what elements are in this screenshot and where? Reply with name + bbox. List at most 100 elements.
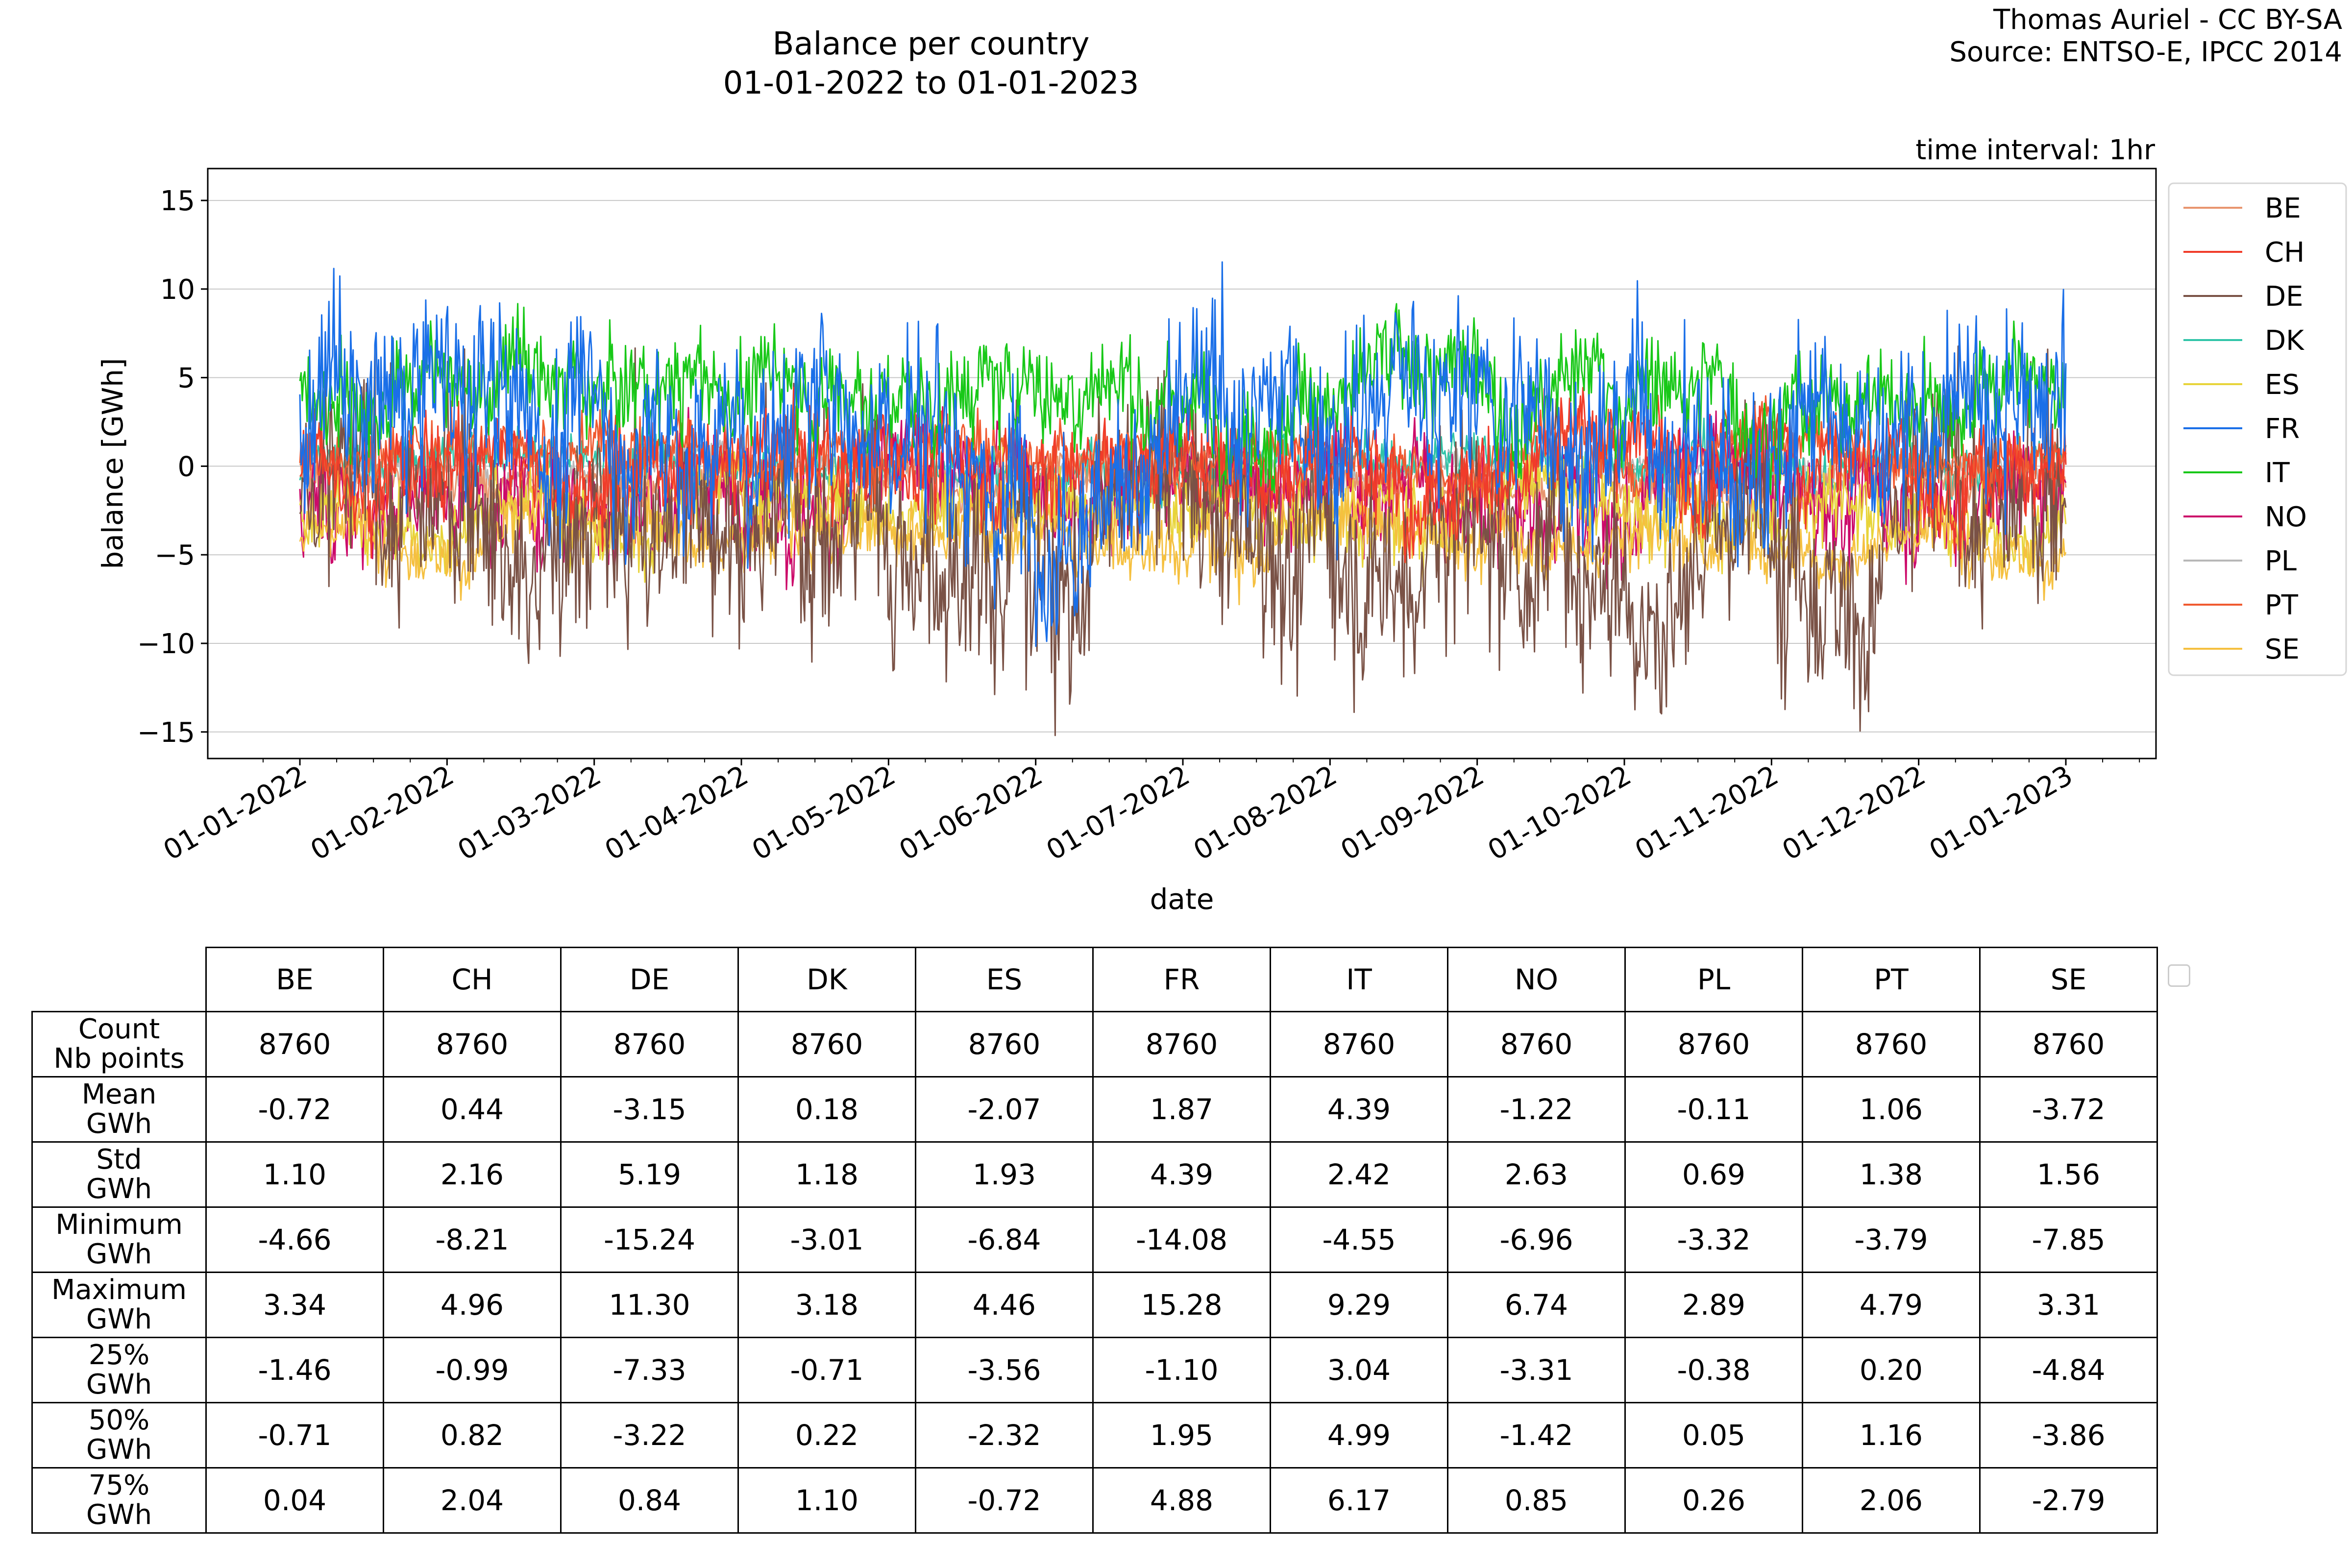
x-tick-label: 01-04-2022 (600, 760, 754, 867)
table-cell: 2.63 (1447, 1141, 1626, 1208)
table-row: 75% GWh 0.04 2.04 0.84 1.10 -0.72 4.88 6.17 0.85 0… (31, 1467, 2158, 1534)
table-cell: -0.71 (737, 1337, 916, 1403)
row-header-label: Minimum (55, 1209, 183, 1241)
table-row: Std GWh 1.10 2.16 5.19 1.18 1.93 4.39 2.42 2.63 0.… (31, 1141, 2158, 1208)
col-header: DK (737, 947, 916, 1012)
table-cell: 0.44 (383, 1076, 562, 1143)
table-cell: -0.71 (205, 1402, 384, 1469)
table-cell: -2.32 (915, 1402, 1094, 1469)
x-tick-label: 01-06-2022 (894, 760, 1048, 867)
table-cell: -4.84 (1979, 1337, 2158, 1403)
table-cell: 2.06 (1802, 1467, 1981, 1534)
row-header: 50% GWh (31, 1402, 207, 1469)
table-cell: -2.07 (915, 1076, 1094, 1143)
x-tick-label: 01-10-2022 (1483, 760, 1637, 867)
table-cell: 3.31 (1979, 1272, 2158, 1338)
table-cell: -1.46 (205, 1337, 384, 1403)
row-header-unit: GWh (86, 1434, 152, 1466)
legend-label: NO (2265, 501, 2307, 533)
col-header: BE (205, 947, 384, 1012)
table-cell: 0.05 (1624, 1402, 1803, 1469)
table-cell: 8760 (1092, 1011, 1271, 1078)
table-row: Count Nb points 8760 8760 8760 8760 8760 8760 87… (31, 1011, 2158, 1078)
table-cell: 0.26 (1624, 1467, 1803, 1534)
y-axis-ticks: 15 10 5 0 −5 −10 −15 (137, 185, 208, 749)
table-cell: 3.18 (737, 1272, 916, 1338)
table-cell: 5.19 (560, 1141, 739, 1208)
x-tick-label: 01-12-2022 (1777, 760, 1931, 867)
legend-box (2168, 182, 2347, 676)
y-tick-label: 15 (160, 185, 195, 217)
empty-legend-box (2168, 964, 2190, 987)
table-cell: 8760 (205, 1011, 384, 1078)
x-tick-label: 01-01-2022 (158, 760, 312, 867)
table-cell: 1.18 (737, 1141, 916, 1208)
row-header: Mean GWh (31, 1076, 207, 1143)
x-axis-ticks: 01-01-202201-02-202201-03-202201-04-2022… (158, 759, 2140, 867)
table-cell: 1.93 (915, 1141, 1094, 1208)
row-header-unit: GWh (86, 1499, 152, 1531)
table-cell: 2.89 (1624, 1272, 1803, 1338)
credit-author: Thomas Auriel - CC BY-SA (1993, 4, 2342, 36)
table-cell: 11.30 (560, 1272, 739, 1338)
legend-label: FR (2265, 413, 2300, 445)
table-cell: -3.22 (560, 1402, 739, 1469)
col-header: CH (383, 947, 562, 1012)
table-cell: 8760 (1624, 1011, 1803, 1078)
table-cell: -0.72 (205, 1076, 384, 1143)
x-tick-label: 01-03-2022 (452, 760, 606, 867)
table-cell: 4.46 (915, 1272, 1094, 1338)
table-cell: 2.04 (383, 1467, 562, 1534)
legend-label: PL (2265, 545, 2297, 577)
table-cell: 3.04 (1270, 1337, 1448, 1403)
table-cell: -0.99 (383, 1337, 562, 1403)
row-header-unit: GWh (86, 1238, 152, 1270)
col-header: FR (1092, 947, 1271, 1012)
table-cell: -0.72 (915, 1467, 1094, 1534)
table-cell: 0.20 (1802, 1337, 1981, 1403)
table-cell: -6.84 (915, 1206, 1094, 1273)
table-cell: -3.32 (1624, 1206, 1803, 1273)
x-tick-label: 01-02-2022 (305, 760, 459, 867)
table-cell: -0.11 (1624, 1076, 1803, 1143)
table-row: Minimum GWh -4.66 -8.21 -15.24 -3.01 -6.84 -14.… (31, 1206, 2158, 1273)
series-line-it (299, 303, 2067, 501)
table-cell: -3.72 (1979, 1076, 2158, 1143)
y-tick-label: 5 (177, 363, 195, 394)
chart-title-line2: 01-01-2022 to 01-01-2023 (723, 65, 1139, 101)
table-cell: 8760 (1447, 1011, 1626, 1078)
x-tick-label: 01-08-2022 (1188, 760, 1342, 867)
row-header-unit: Nb points (53, 1043, 185, 1075)
table-cell: -3.56 (915, 1337, 1094, 1403)
row-header-label: Mean (81, 1078, 157, 1110)
table-cell: 4.39 (1270, 1076, 1448, 1143)
table-cell: 0.85 (1447, 1467, 1626, 1534)
x-tick-label: 01-09-2022 (1335, 760, 1489, 867)
legend-label: SE (2265, 634, 2300, 665)
table-cell: -6.96 (1447, 1206, 1626, 1273)
table-cell: 8760 (915, 1011, 1094, 1078)
row-header-label: Maximum (51, 1274, 187, 1306)
row-header: Minimum GWh (31, 1206, 207, 1273)
table-cell: -1.42 (1447, 1402, 1626, 1469)
series-line-de (299, 343, 2067, 736)
y-axis-label: balance [GWh] (96, 358, 129, 569)
series-lines (299, 261, 2067, 736)
row-header: Maximum GWh (31, 1272, 207, 1338)
table-cell: 0.04 (205, 1467, 384, 1534)
table-cell: 8760 (1979, 1011, 2158, 1078)
table-cell: -15.24 (560, 1206, 739, 1273)
col-header: SE (1979, 947, 2158, 1012)
col-header: ES (915, 947, 1094, 1012)
table-cell: 1.95 (1092, 1402, 1271, 1469)
credit-text: Thomas Auriel - CC BY-SA Source: ENTSO-E… (1949, 4, 2342, 69)
y-tick-label: −15 (137, 717, 195, 749)
table-cell: 4.79 (1802, 1272, 1981, 1338)
table-cell: -1.10 (1092, 1337, 1271, 1403)
table-cell: 8760 (560, 1011, 739, 1078)
table-cell: 0.18 (737, 1076, 916, 1143)
table-cell: 1.10 (737, 1467, 916, 1534)
table-cell: 4.39 (1092, 1141, 1271, 1208)
row-header: 75% GWh (31, 1467, 207, 1534)
table-cell: -3.79 (1802, 1206, 1981, 1273)
